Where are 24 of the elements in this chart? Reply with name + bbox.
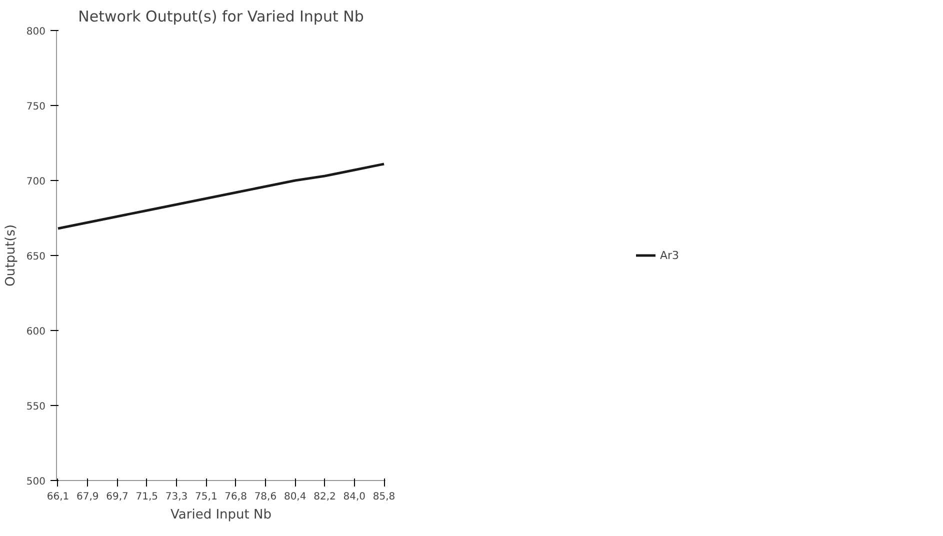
line-series — [56, 162, 386, 230]
y-tick-label: 650 — [26, 252, 46, 262]
y-tick-label: 750 — [26, 102, 46, 112]
x-tick-label: 82,2 — [314, 492, 336, 502]
x-tick-label: 80,4 — [284, 492, 306, 502]
x-tick-label: 85,8 — [372, 492, 396, 502]
x-tick-label: 66,1 — [46, 492, 70, 502]
y-tick-label: 550 — [26, 402, 46, 412]
x-tick-label: 73,3 — [165, 492, 188, 502]
chart-title: Network Output(s) for Varied Input Nb — [78, 8, 364, 26]
y-tick-label: 600 — [26, 326, 46, 338]
y-tick-label: 500 — [26, 476, 46, 488]
x-tick-label: 69,7 — [106, 492, 128, 502]
legend-label: Ar3 — [660, 248, 680, 262]
x-tick-label: 76,8 — [224, 492, 247, 502]
x-tick-label: 78,6 — [254, 492, 277, 502]
y-tick-label: 800 — [26, 26, 46, 38]
x-tick-label: 84,0 — [343, 492, 366, 502]
x-tick-label: 67,9 — [76, 492, 99, 502]
y-axis-title: Output(s) — [3, 224, 18, 287]
x-axis-title: Varied Input Nb — [170, 508, 272, 522]
y-tick-label: 700 — [26, 176, 46, 188]
x-tick-label: 75,1 — [195, 492, 218, 502]
x-tick-label: 71,5 — [136, 492, 158, 502]
